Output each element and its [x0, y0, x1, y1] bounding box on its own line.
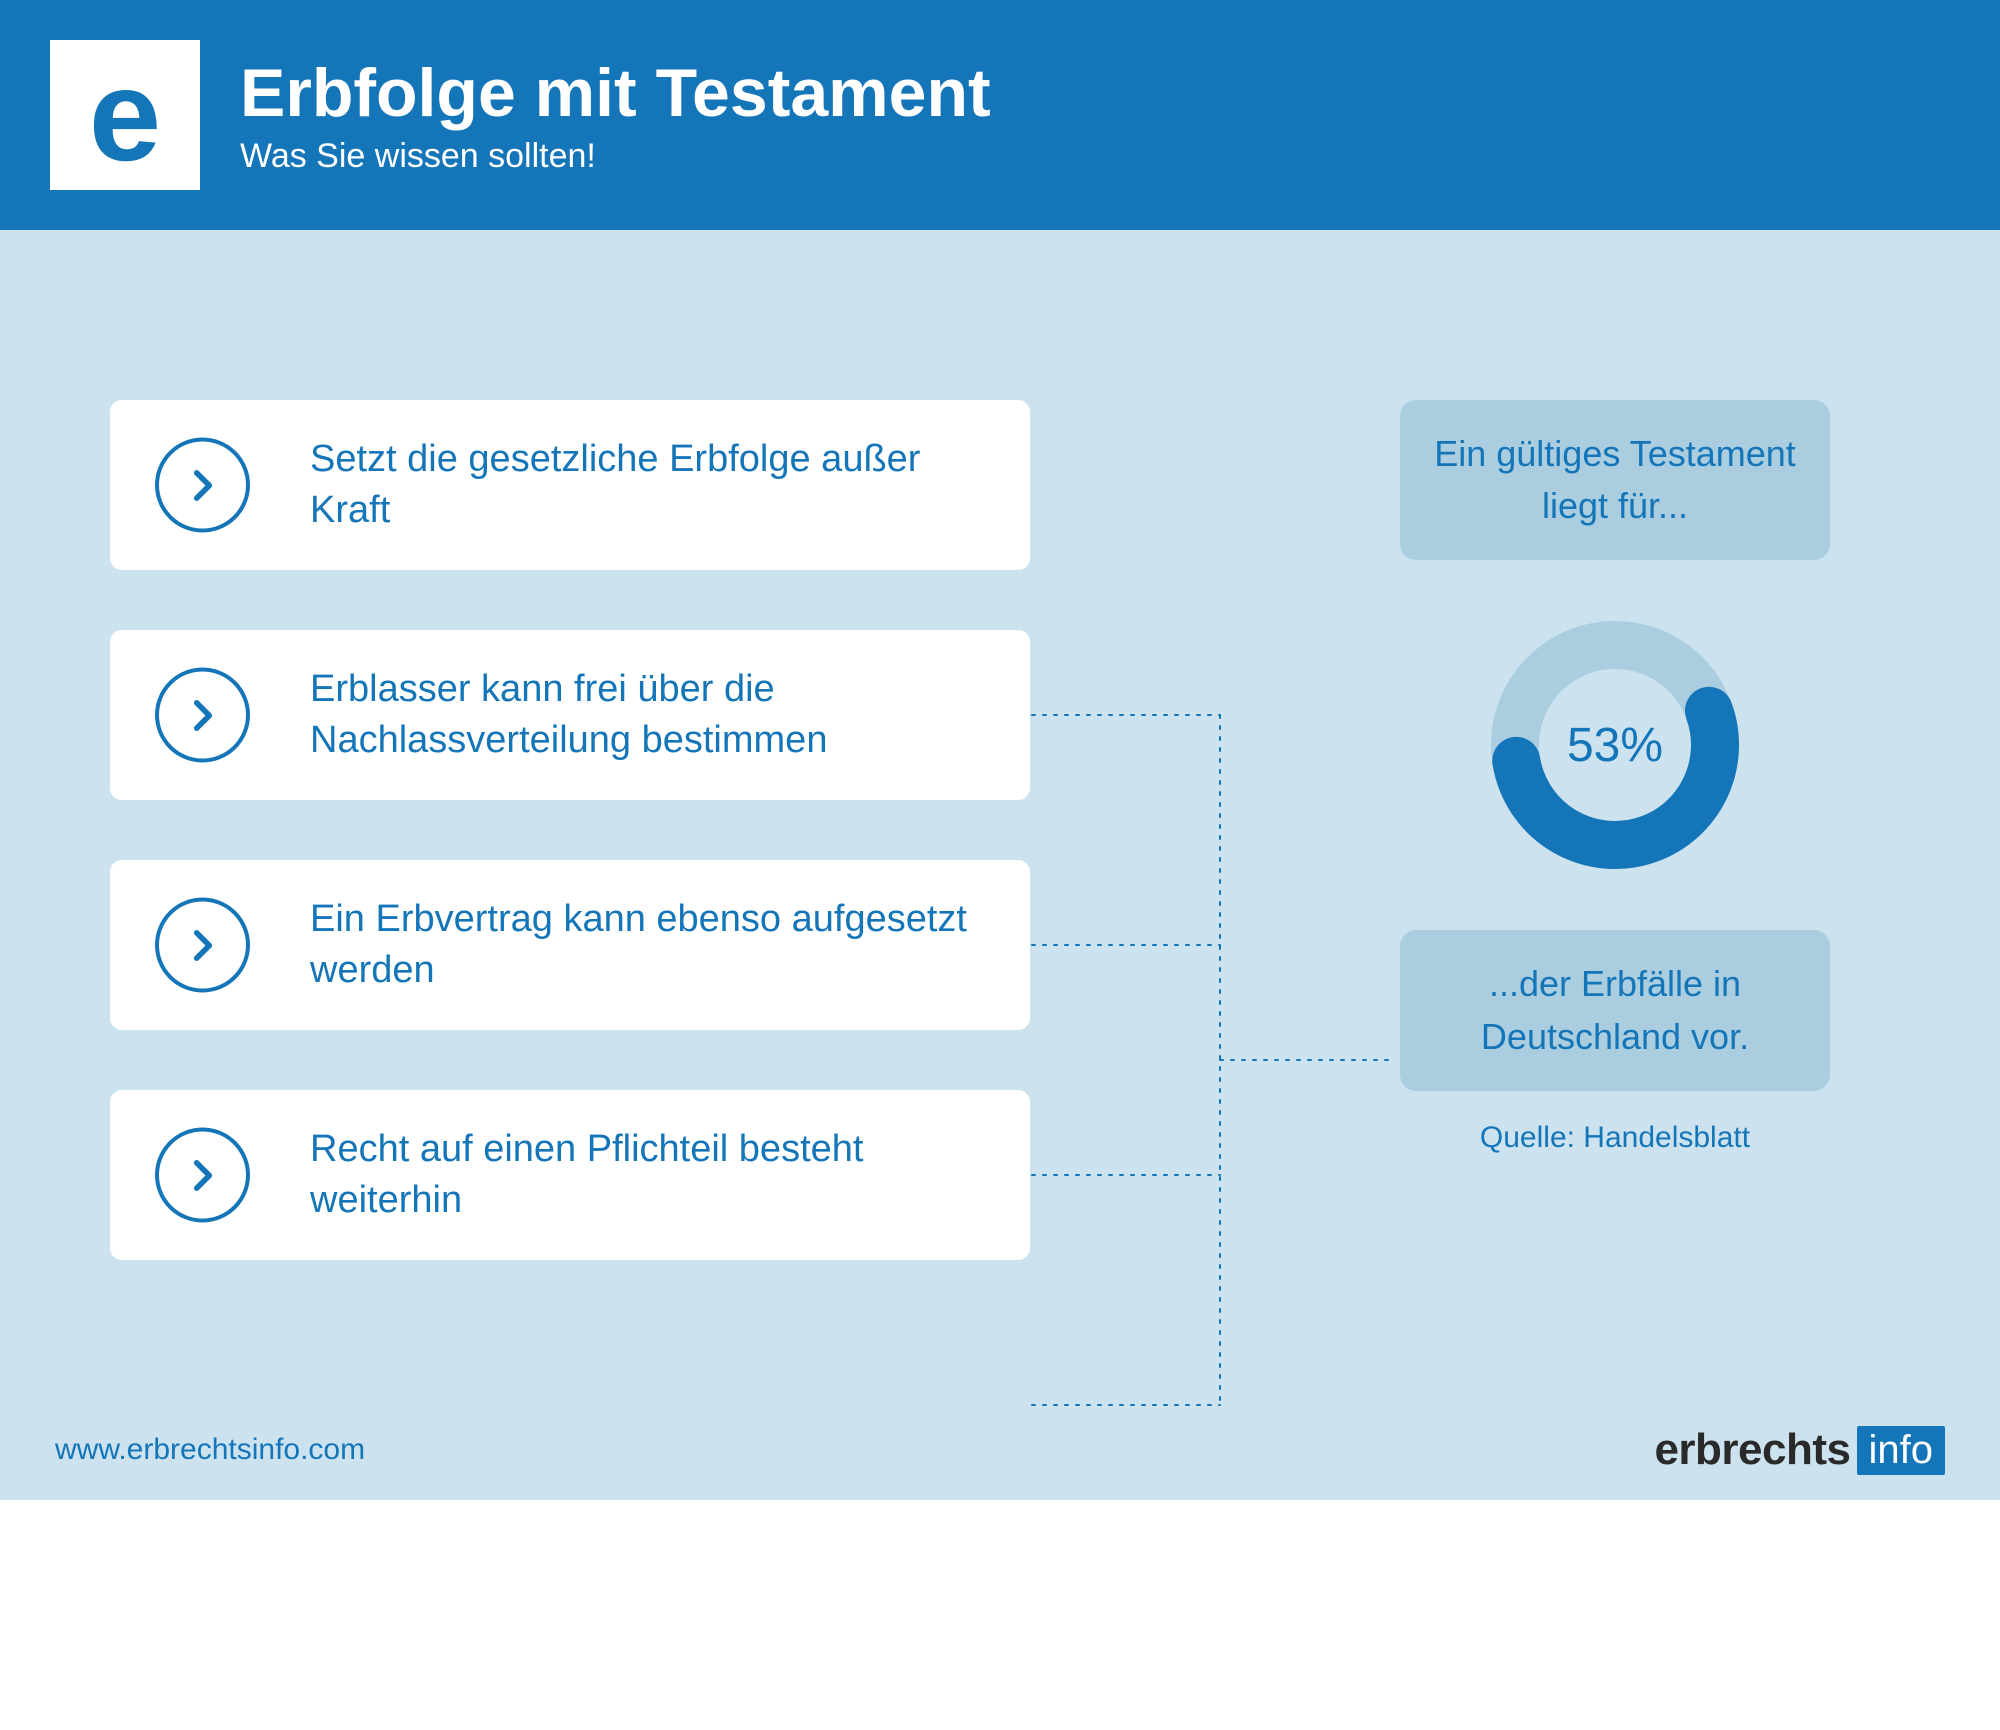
- page-subtitle: Was Sie wissen sollten!: [240, 137, 991, 176]
- chevron-right-icon: [155, 898, 250, 993]
- source-label: Quelle: Handelsblatt: [1400, 1121, 1830, 1155]
- bullet-list: Setzt die gesetzliche Erbfolge außer Kra…: [110, 400, 1030, 1320]
- footer-url: www.erbrechtsinfo.com: [55, 1433, 365, 1467]
- bullet-text: Ein Erbvertrag kann ebenso aufgesetzt we…: [310, 894, 1000, 997]
- bullet-item: Setzt die gesetzliche Erbfolge außer Kra…: [110, 400, 1030, 570]
- logo-letter: e: [89, 50, 161, 180]
- bullet-item: Ein Erbvertrag kann ebenso aufgesetzt we…: [110, 860, 1030, 1030]
- footer-logo-text-1: erbrechts: [1654, 1425, 1850, 1475]
- bullet-text: Setzt die gesetzliche Erbfolge außer Kra…: [310, 434, 1000, 537]
- footer-logo: erbrechts info: [1654, 1425, 1945, 1475]
- chevron-right-icon: [155, 438, 250, 533]
- chevron-right-icon: [155, 1128, 250, 1223]
- chevron-right-icon: [155, 668, 250, 763]
- stat-outro-box: ...der Erbfälle in Deutschland vor.: [1400, 930, 1830, 1090]
- bullet-item: Recht auf einen Pflichteil besteht weite…: [110, 1090, 1030, 1260]
- page-title: Erbfolge mit Testament: [240, 54, 991, 132]
- footer-logo-text-2: info: [1857, 1426, 1946, 1475]
- footer: www.erbrechtsinfo.com erbrechts info: [0, 1400, 2000, 1500]
- infographic-page: e Erbfolge mit Testament Was Sie wissen …: [0, 0, 2000, 1500]
- header-text: Erbfolge mit Testament Was Sie wissen so…: [240, 54, 991, 176]
- stat-intro-box: Ein gültiges Testament liegt für...: [1400, 400, 1830, 560]
- bullet-text: Recht auf einen Pflichteil besteht weite…: [310, 1124, 1000, 1227]
- header: e Erbfolge mit Testament Was Sie wissen …: [0, 0, 2000, 230]
- right-column: Ein gültiges Testament liegt für... 53% …: [1400, 400, 1830, 1155]
- logo-box: e: [50, 40, 200, 190]
- donut-percent-label: 53%: [1485, 615, 1745, 875]
- donut-chart: 53%: [1485, 615, 1745, 875]
- bullet-item: Erblasser kann frei über die Nachlassver…: [110, 630, 1030, 800]
- bullet-text: Erblasser kann frei über die Nachlassver…: [310, 664, 1000, 767]
